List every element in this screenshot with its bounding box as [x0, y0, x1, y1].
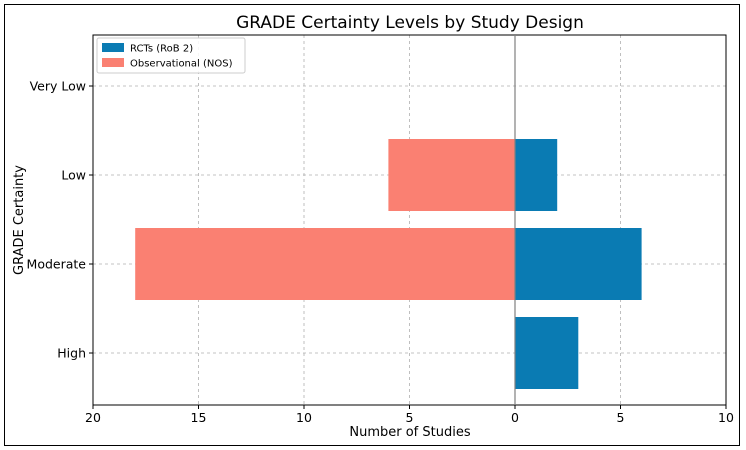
- legend-label-rct: RCTs (RoB 2): [130, 44, 193, 55]
- x-tick-label-0: 20: [85, 410, 101, 425]
- bar-rct-high: [515, 317, 579, 389]
- bar-observational-low: [388, 139, 515, 211]
- legend-swatch-rct: [102, 43, 124, 52]
- legend: RCTs (RoB 2) Observational (NOS): [96, 37, 246, 74]
- x-axis-ticks: 20 15 10 5 0 5 10: [85, 405, 734, 425]
- x-tick-label-5: 5: [617, 410, 625, 425]
- bars: [135, 139, 642, 389]
- bar-rct-low: [515, 139, 558, 211]
- x-tick-label-2: 10: [296, 410, 312, 425]
- x-tick-label-3: 5: [406, 410, 414, 425]
- y-axis-ticks: High Moderate Low Very Low: [27, 79, 93, 361]
- y-tick-label-high: High: [57, 346, 86, 361]
- legend-label-observational: Observational (NOS): [130, 59, 233, 70]
- legend-box: [96, 37, 246, 74]
- x-tick-label-1: 15: [191, 410, 207, 425]
- x-tick-label-4: 0: [511, 410, 519, 425]
- chart-title: GRADE Certainty Levels by Study Design: [236, 13, 584, 33]
- y-tick-label-moderate: Moderate: [27, 257, 87, 272]
- bar-rct-moderate: [515, 228, 642, 300]
- y-tick-label-low: Low: [61, 168, 86, 183]
- figure-frame: [4, 4, 740, 446]
- x-tick-label-6: 10: [718, 410, 734, 425]
- y-axis-label: GRADE Certainty: [12, 165, 27, 275]
- x-axis-label: Number of Studies: [349, 425, 470, 440]
- bar-observational-moderate: [135, 228, 515, 300]
- grid-lines: [92, 35, 727, 405]
- y-tick-label-very-low: Very Low: [30, 79, 86, 94]
- legend-swatch-observational: [102, 58, 124, 67]
